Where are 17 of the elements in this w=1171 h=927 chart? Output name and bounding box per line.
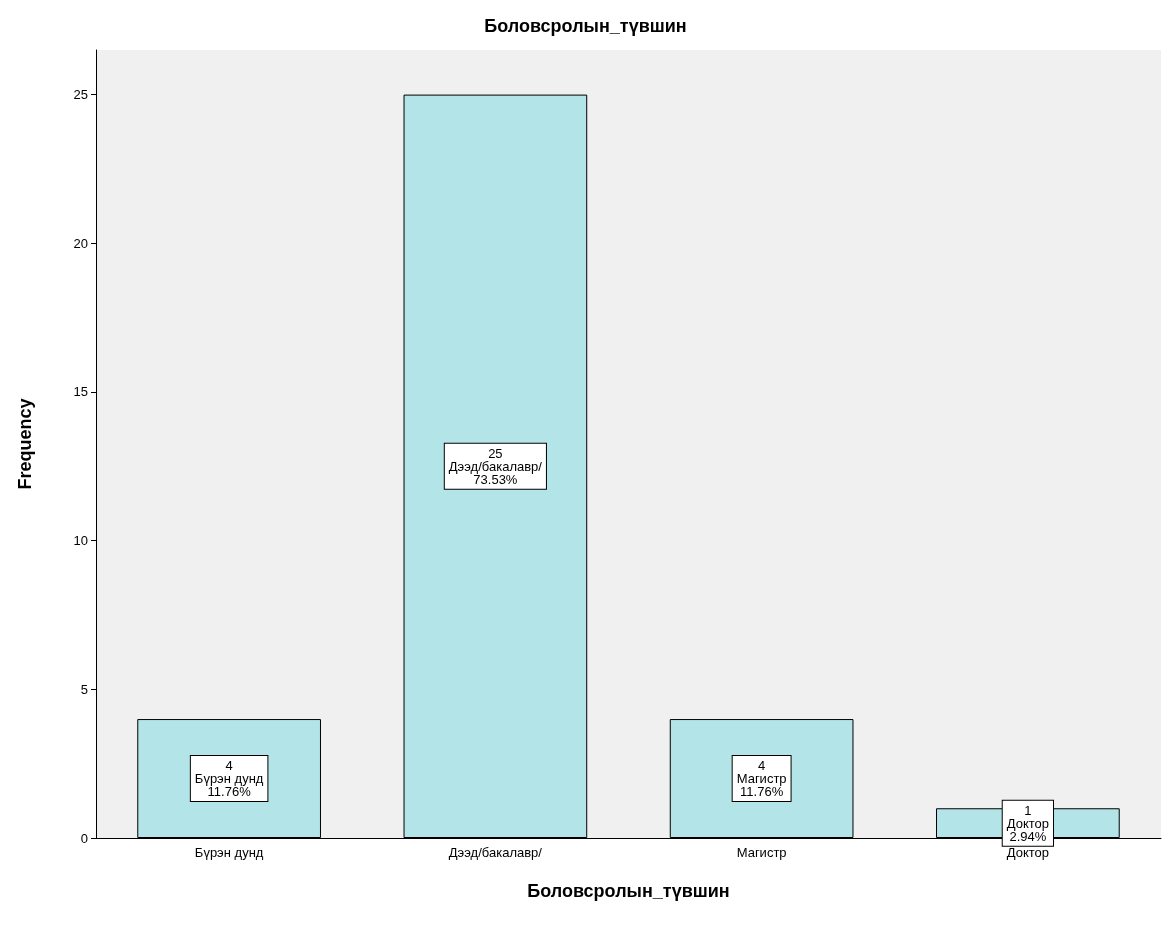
data-label: 1 Доктор 2.94% xyxy=(1006,802,1050,844)
data-label: 25 Дээд/бакалавр/ 73.53% xyxy=(448,445,543,487)
data-label: 4 Бүрэн дунд 11.76% xyxy=(194,758,264,800)
y-tick-label: 0 xyxy=(80,830,88,846)
x-axis-title: Боловсролын_түвшин xyxy=(527,881,730,901)
x-tick-label: Доктор xyxy=(1006,845,1050,860)
x-tick-label: Магистр xyxy=(736,845,787,860)
y-tick-label: 5 xyxy=(80,681,88,697)
y-tick-label: 10 xyxy=(73,533,88,549)
x-tick-label: Бүрэн дунд xyxy=(194,845,264,860)
y-tick-label: 20 xyxy=(73,235,88,251)
data-label: 4 Магистр 11.76% xyxy=(736,758,787,800)
y-tick-label: 15 xyxy=(73,384,88,400)
y-axis-title: Frequency xyxy=(15,398,35,490)
y-tick-label: 25 xyxy=(73,87,88,103)
chart-title: Боловсролын_түвшин xyxy=(484,16,687,36)
x-tick-label: Дээд/бакалавр/ xyxy=(448,845,543,860)
